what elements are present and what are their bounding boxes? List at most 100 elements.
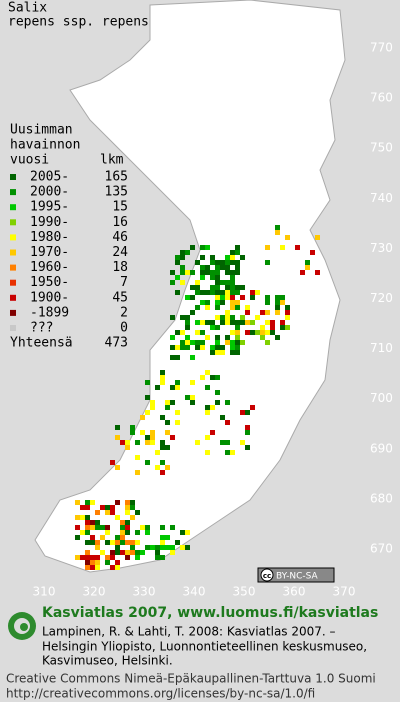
grid-square — [190, 295, 195, 300]
grid-square — [145, 530, 150, 535]
legend-count: 2 — [120, 305, 128, 320]
grid-square — [190, 340, 195, 345]
grid-square — [85, 515, 90, 520]
grid-square — [140, 415, 145, 420]
grid-square — [265, 340, 270, 345]
grid-square — [210, 320, 215, 325]
grid-square — [105, 540, 110, 545]
grid-square — [180, 270, 185, 275]
y-grid-label: 750 — [370, 141, 393, 155]
grid-square — [295, 245, 300, 250]
grid-square — [310, 250, 315, 255]
grid-square — [175, 380, 180, 385]
grid-square — [125, 510, 130, 515]
legend-count: 135 — [105, 185, 128, 200]
grid-square — [90, 535, 95, 540]
grid-square — [220, 350, 225, 355]
grid-square — [185, 315, 190, 320]
grid-square — [220, 290, 225, 295]
grid-square — [250, 405, 255, 410]
grid-square — [195, 285, 200, 290]
grid-square — [180, 340, 185, 345]
grid-square — [180, 330, 185, 335]
grid-square — [135, 555, 140, 560]
grid-square — [120, 550, 125, 555]
grid-square — [185, 395, 190, 400]
grid-square — [80, 555, 85, 560]
grid-square — [90, 520, 95, 525]
grid-square — [200, 330, 205, 335]
grid-square — [80, 505, 85, 510]
legend-count: 24 — [112, 245, 128, 260]
grid-square — [230, 450, 235, 455]
grid-square — [115, 465, 120, 470]
grid-square — [175, 420, 180, 425]
grid-square — [85, 550, 90, 555]
grid-square — [80, 515, 85, 520]
grid-square — [200, 345, 205, 350]
grid-square — [250, 295, 255, 300]
grid-square — [165, 445, 170, 450]
grid-square — [220, 320, 225, 325]
y-grid-label: 670 — [370, 542, 393, 556]
grid-square — [240, 320, 245, 325]
grid-square — [215, 270, 220, 275]
grid-square — [255, 315, 260, 320]
grid-square — [175, 275, 180, 280]
grid-square — [265, 245, 270, 250]
grid-square — [130, 550, 135, 555]
grid-square — [85, 520, 90, 525]
grid-square — [230, 270, 235, 275]
grid-square — [130, 545, 135, 550]
grid-square — [230, 350, 235, 355]
grid-square — [160, 470, 165, 475]
grid-square — [115, 500, 120, 505]
grid-square — [245, 310, 250, 315]
grid-square — [125, 530, 130, 535]
grid-square — [270, 320, 275, 325]
grid-square — [170, 355, 175, 360]
grid-square — [145, 545, 150, 550]
grid-square — [190, 400, 195, 405]
grid-square — [250, 320, 255, 325]
grid-square — [250, 290, 255, 295]
grid-square — [265, 260, 270, 265]
grid-square — [245, 410, 250, 415]
grid-square — [210, 375, 215, 380]
grid-square — [240, 340, 245, 345]
grid-square — [190, 355, 195, 360]
grid-square — [315, 270, 320, 275]
grid-square — [145, 380, 150, 385]
grid-square — [135, 440, 140, 445]
grid-square — [280, 245, 285, 250]
x-grid-label: 370 — [333, 585, 356, 599]
grid-square — [125, 500, 130, 505]
grid-square — [260, 330, 265, 335]
grid-square — [200, 275, 205, 280]
grid-square — [245, 425, 250, 430]
y-grid-label: 710 — [370, 341, 393, 355]
grid-square — [255, 290, 260, 295]
grid-square — [220, 295, 225, 300]
grid-square — [160, 370, 165, 375]
legend-swatch — [10, 174, 16, 180]
grid-square — [240, 410, 245, 415]
grid-square — [230, 285, 235, 290]
grid-square — [100, 525, 105, 530]
grid-square — [265, 320, 270, 325]
grid-square — [225, 400, 230, 405]
grid-square — [225, 310, 230, 315]
grid-square — [85, 505, 90, 510]
grid-square — [130, 430, 135, 435]
legend-swatch — [10, 204, 16, 211]
grid-square — [275, 335, 280, 340]
observation-squares — [75, 225, 320, 570]
grid-square — [210, 405, 215, 410]
grid-square — [210, 275, 215, 280]
grid-square — [235, 330, 240, 335]
grid-square — [200, 320, 205, 325]
grid-square — [115, 535, 120, 540]
grid-square — [150, 405, 155, 410]
grid-square — [205, 335, 210, 340]
legend-count: 7 — [120, 275, 128, 290]
